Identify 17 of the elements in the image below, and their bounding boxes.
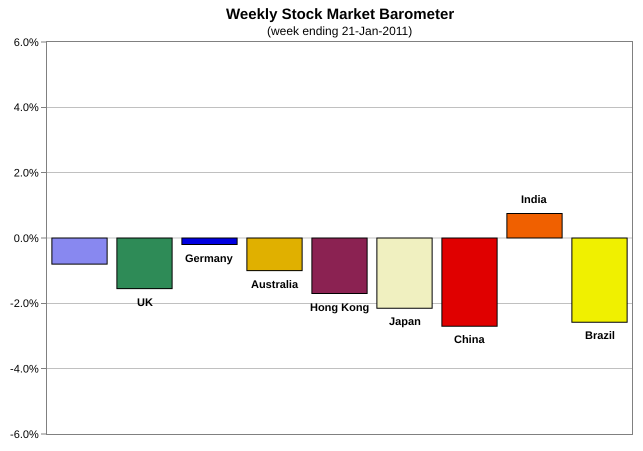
x-tick-label: Australia bbox=[251, 279, 299, 291]
x-tick-label: Brazil bbox=[585, 330, 615, 342]
y-tick-label: 2.0% bbox=[14, 168, 40, 180]
chart-title: Weekly Stock Market Barometer bbox=[226, 6, 454, 23]
x-tick-label: Hong Kong bbox=[310, 302, 370, 314]
x-tick-label: Germany bbox=[185, 253, 234, 265]
x-tick-label: Japan bbox=[389, 316, 422, 328]
x-tick-label: India bbox=[521, 194, 548, 206]
y-tick-label: -4.0% bbox=[10, 364, 40, 376]
chart-subtitle: (week ending 21-Jan-2011) bbox=[267, 24, 412, 38]
x-tick-label: UK bbox=[137, 297, 153, 309]
x-tick-label: China bbox=[454, 334, 486, 346]
y-tick-label: 0.0% bbox=[14, 232, 40, 245]
y-tick-label: 4.0% bbox=[14, 102, 40, 114]
y-tick-label: -2.0% bbox=[10, 298, 40, 310]
y-tick-label: -6.0% bbox=[10, 428, 40, 441]
y-tick-label: 6.0% bbox=[14, 36, 40, 49]
